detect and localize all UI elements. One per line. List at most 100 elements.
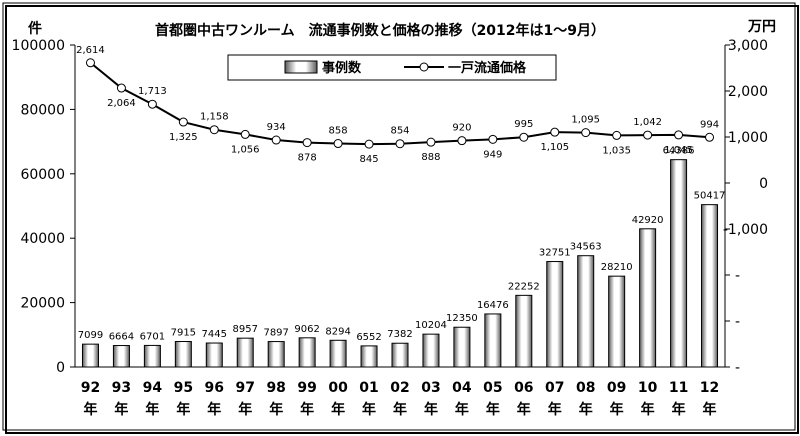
bar-value-label: 7099 bbox=[78, 330, 103, 341]
x-tick-label: 12 bbox=[700, 380, 719, 396]
bar bbox=[298, 337, 316, 368]
outer-shadow bbox=[5, 5, 799, 434]
bar-value-label: 16476 bbox=[477, 300, 509, 311]
line-point bbox=[705, 132, 715, 142]
bar bbox=[143, 344, 161, 368]
legend-line-label: 一戸流通価格 bbox=[448, 60, 527, 76]
x-tick-suffix: 年 bbox=[703, 401, 717, 418]
legend-line-marker bbox=[419, 62, 429, 72]
left-axis-ticks: 0 20000 40000 60000 80000 100000 bbox=[12, 38, 75, 376]
x-tick-label: 94 bbox=[143, 380, 163, 396]
x-tick-label: 96 bbox=[205, 380, 224, 396]
line-value-label: 1,713 bbox=[138, 86, 167, 97]
line-point bbox=[643, 130, 653, 140]
bar-series bbox=[81, 159, 719, 368]
line-point bbox=[426, 137, 436, 147]
line-point bbox=[302, 138, 312, 148]
left-tick-label: 40000 bbox=[20, 231, 65, 247]
bar-value-label: 6552 bbox=[356, 332, 381, 343]
line-value-label: 2,614 bbox=[76, 45, 105, 56]
left-axis-unit: 件 bbox=[28, 20, 42, 37]
line-point bbox=[364, 139, 374, 149]
line-value-label: 1,158 bbox=[200, 112, 229, 123]
x-tick-label: 11 bbox=[669, 380, 688, 396]
right-tick-label: 2,000 bbox=[728, 84, 768, 100]
x-tick-suffix: 年 bbox=[238, 401, 252, 418]
bar-value-label: 42920 bbox=[632, 215, 664, 226]
x-tick-label: 07 bbox=[545, 380, 564, 396]
x-tick-label: 09 bbox=[607, 380, 626, 396]
line-point bbox=[240, 129, 250, 139]
bar bbox=[484, 313, 502, 368]
line-point bbox=[674, 130, 684, 140]
x-tick-label: 00 bbox=[328, 380, 348, 396]
bar bbox=[670, 159, 688, 368]
line-point bbox=[271, 135, 281, 145]
bar-value-label: 7897 bbox=[263, 328, 288, 339]
bar-value-label: 22252 bbox=[508, 281, 540, 292]
bar bbox=[546, 261, 564, 368]
line-value-label: 1,105 bbox=[540, 142, 569, 153]
bar bbox=[701, 204, 719, 368]
x-tick-label: 98 bbox=[266, 380, 285, 396]
bar bbox=[267, 341, 285, 368]
legend-bar-swatch bbox=[284, 60, 318, 74]
bar bbox=[453, 326, 471, 368]
x-tick-suffix: 年 bbox=[455, 401, 469, 418]
bar-value-label: 28210 bbox=[601, 262, 633, 273]
x-tick-label: 04 bbox=[452, 380, 472, 396]
x-axis-labels: 92年93年94年95年96年97年98年99年00年01年02年03年04年0… bbox=[81, 380, 720, 418]
right-tick-label: - bbox=[735, 268, 740, 284]
line-value-label: 854 bbox=[390, 126, 409, 137]
line-value-label: 1,035 bbox=[602, 145, 631, 156]
x-tick-suffix: 年 bbox=[672, 401, 686, 418]
x-tick-label: 02 bbox=[390, 380, 409, 396]
line-value-label: 1,325 bbox=[169, 132, 198, 143]
legend: 事例数 一戸流通価格 bbox=[227, 54, 557, 81]
right-axis-unit: 万円 bbox=[747, 19, 776, 35]
bar bbox=[329, 339, 347, 368]
left-tick-label: 0 bbox=[56, 360, 65, 376]
x-tick-label: 08 bbox=[576, 380, 595, 396]
bar bbox=[205, 342, 223, 368]
x-tick-suffix: 年 bbox=[362, 401, 376, 418]
bar-value-label: 6664 bbox=[109, 332, 134, 343]
line-value-label: 1,042 bbox=[633, 117, 662, 128]
line-point bbox=[85, 58, 95, 68]
legend-box bbox=[227, 54, 557, 81]
bar-data-labels: 7099 6664 6701 7915 7445 8957 7897 9062 8294 6552… bbox=[78, 146, 726, 343]
line-point bbox=[550, 127, 560, 137]
legend-bar-label: 事例数 bbox=[322, 60, 362, 76]
bar bbox=[515, 294, 533, 368]
line-value-label: 994 bbox=[700, 119, 719, 130]
x-tick-label: 99 bbox=[297, 380, 316, 396]
x-tick-suffix: 年 bbox=[114, 401, 128, 418]
right-axis-ticks: - - - -1,000 0 1,000 2,000 3,000 bbox=[723, 38, 768, 376]
bar bbox=[422, 333, 440, 368]
x-tick-suffix: 年 bbox=[145, 401, 159, 418]
left-tick-label: 60000 bbox=[20, 167, 65, 183]
x-tick-label: 95 bbox=[174, 380, 193, 396]
x-tick-suffix: 年 bbox=[300, 401, 314, 418]
bar bbox=[236, 337, 254, 368]
x-tick-label: 92 bbox=[81, 380, 100, 396]
x-tick-suffix: 年 bbox=[641, 401, 655, 418]
line-point bbox=[457, 136, 467, 146]
x-tick-suffix: 年 bbox=[517, 401, 531, 418]
line-value-label: 888 bbox=[421, 152, 440, 163]
line-value-label: 845 bbox=[360, 154, 379, 165]
x-tick-label: 01 bbox=[359, 380, 378, 396]
line-point bbox=[612, 130, 622, 140]
bar-value-label: 32751 bbox=[539, 248, 571, 259]
bar bbox=[608, 275, 626, 368]
line-point bbox=[333, 139, 343, 149]
x-tick-suffix: 年 bbox=[331, 401, 345, 418]
right-tick-label: -1,000 bbox=[723, 222, 768, 238]
x-tick-suffix: 年 bbox=[424, 401, 438, 418]
bar bbox=[81, 343, 99, 368]
x-tick-suffix: 年 bbox=[579, 401, 593, 418]
bar-value-label: 10204 bbox=[415, 320, 447, 331]
line-value-label: 858 bbox=[329, 126, 348, 137]
bar bbox=[174, 341, 192, 368]
